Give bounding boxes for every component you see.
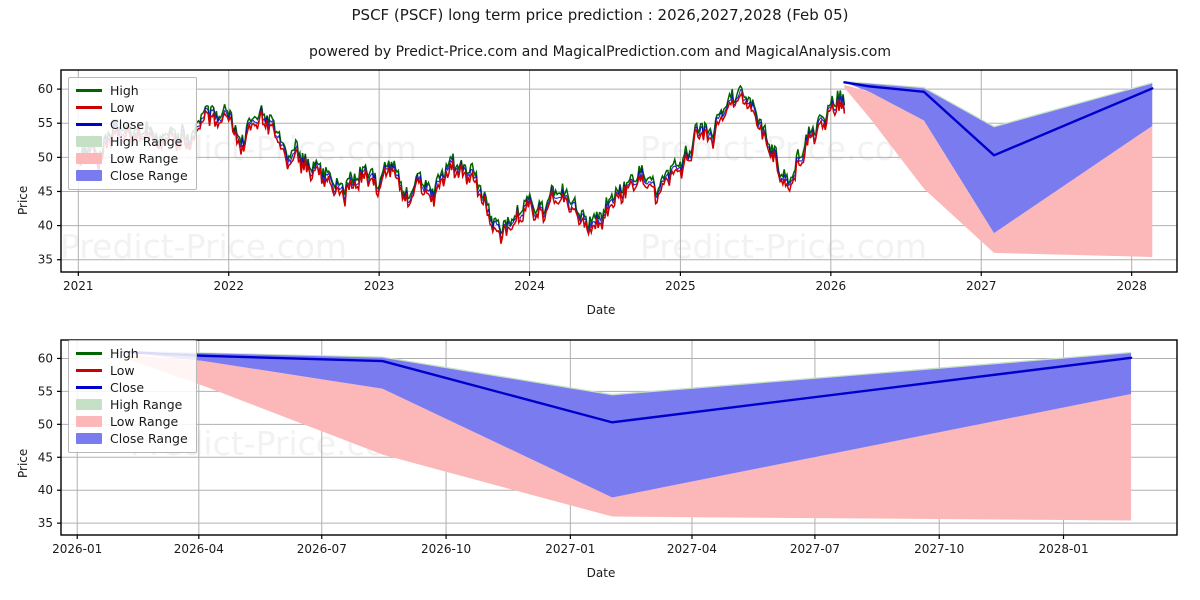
top-legend-label-1: Low xyxy=(110,100,135,115)
svg-text:2025: 2025 xyxy=(665,279,696,293)
svg-text:2027-01: 2027-01 xyxy=(545,542,595,556)
svg-text:35: 35 xyxy=(38,516,53,530)
svg-text:2026-04: 2026-04 xyxy=(174,542,224,556)
top-legend-item-low: Low xyxy=(76,99,188,116)
svg-text:2028: 2028 xyxy=(1116,279,1147,293)
top-legend-item-high: High xyxy=(76,82,188,99)
bottom-legend-swatch-2 xyxy=(76,386,102,389)
svg-text:Predict-Price.com: Predict-Price.com xyxy=(640,129,927,168)
svg-text:2023: 2023 xyxy=(364,279,395,293)
svg-text:2026-07: 2026-07 xyxy=(297,542,347,556)
svg-text:2021: 2021 xyxy=(63,279,94,293)
svg-text:2026-01: 2026-01 xyxy=(52,542,102,556)
bottom-y-axis-label: Price xyxy=(16,448,30,478)
page-subtitle: powered by Predict-Price.com and Magical… xyxy=(309,44,891,60)
svg-text:40: 40 xyxy=(38,483,53,497)
svg-text:55: 55 xyxy=(38,384,53,398)
svg-text:50: 50 xyxy=(38,417,53,431)
bottom-legend-swatch-1 xyxy=(76,369,102,372)
bottom-legend-label-5: Close Range xyxy=(110,431,188,446)
top-legend-item-low-range: Low Range xyxy=(76,150,188,167)
svg-text:2026-10: 2026-10 xyxy=(421,542,471,556)
bottom-legend-label-1: Low xyxy=(110,363,135,378)
top-legend-item-close: Close xyxy=(76,116,188,133)
svg-text:2027-10: 2027-10 xyxy=(914,542,964,556)
bottom-legend-label-0: High xyxy=(110,346,139,361)
top-legend-label-2: Close xyxy=(110,117,145,132)
svg-text:60: 60 xyxy=(38,82,53,96)
top-legend-swatch-4 xyxy=(76,153,102,164)
svg-text:40: 40 xyxy=(38,219,53,233)
svg-text:2028-01: 2028-01 xyxy=(1038,542,1088,556)
svg-text:2022: 2022 xyxy=(213,279,244,293)
page-title: PSCF (PSCF) long term price prediction :… xyxy=(351,6,849,24)
svg-text:2027: 2027 xyxy=(966,279,997,293)
bottom-legend-label-2: Close xyxy=(110,380,145,395)
bottom-legend-item-low: Low xyxy=(76,362,188,379)
svg-text:2024: 2024 xyxy=(514,279,545,293)
svg-text:55: 55 xyxy=(38,116,53,130)
bottom-chart-legend: High Low Close High Range Low Range Close Ran… xyxy=(68,340,197,453)
bottom-legend-swatch-4 xyxy=(76,416,102,427)
bottom-chart-panel: Predict-Price.comPredict-Price.com354045… xyxy=(0,320,1200,600)
top-legend-label-4: Low Range xyxy=(110,151,179,166)
svg-text:2027-07: 2027-07 xyxy=(790,542,840,556)
bottom-chart-svg: Predict-Price.comPredict-Price.com354045… xyxy=(38,339,1178,556)
bottom-legend-item-high-range: High Range xyxy=(76,396,188,413)
svg-text:35: 35 xyxy=(38,253,53,267)
top-legend-label-5: Close Range xyxy=(110,168,188,183)
bottom-legend-item-high: High xyxy=(76,345,188,362)
top-legend-item-close-range: Close Range xyxy=(76,167,188,184)
top-legend-swatch-1 xyxy=(76,106,102,109)
top-legend-label-0: High xyxy=(110,83,139,98)
bottom-x-axis-label: Date xyxy=(586,566,616,580)
bottom-legend-item-low-range: Low Range xyxy=(76,413,188,430)
top-legend-swatch-2 xyxy=(76,123,102,126)
top-legend-swatch-0 xyxy=(76,89,102,92)
svg-text:60: 60 xyxy=(38,351,53,365)
svg-text:2027-04: 2027-04 xyxy=(667,542,717,556)
bottom-legend-label-3: High Range xyxy=(110,397,183,412)
bottom-legend-item-close: Close xyxy=(76,379,188,396)
svg-text:2026: 2026 xyxy=(816,279,847,293)
top-chart-panel: Predict-Price.com Predict-Price.com Predic… xyxy=(38,69,1178,293)
top-chart-svg: Predict-Price.com Predict-Price.comPredic… xyxy=(38,69,1178,293)
svg-text:45: 45 xyxy=(38,184,53,198)
top-y-axis-label: Price xyxy=(16,185,30,215)
bottom-legend-swatch-5 xyxy=(76,433,102,444)
top-legend-swatch-5 xyxy=(76,170,102,181)
top-chart-legend: High Low Close High Range Low Range Close Ran… xyxy=(68,77,197,190)
bottom-legend-swatch-3 xyxy=(76,399,102,410)
top-legend-item-high-range: High Range xyxy=(76,133,188,150)
svg-text:50: 50 xyxy=(38,150,53,164)
top-legend-swatch-3 xyxy=(76,136,102,147)
bottom-legend-swatch-0 xyxy=(76,352,102,355)
top-legend-label-3: High Range xyxy=(110,134,183,149)
bottom-legend-label-4: Low Range xyxy=(110,414,179,429)
svg-text:45: 45 xyxy=(38,450,53,464)
top-x-axis-label: Date xyxy=(586,303,616,317)
bottom-legend-item-close-range: Close Range xyxy=(76,430,188,447)
